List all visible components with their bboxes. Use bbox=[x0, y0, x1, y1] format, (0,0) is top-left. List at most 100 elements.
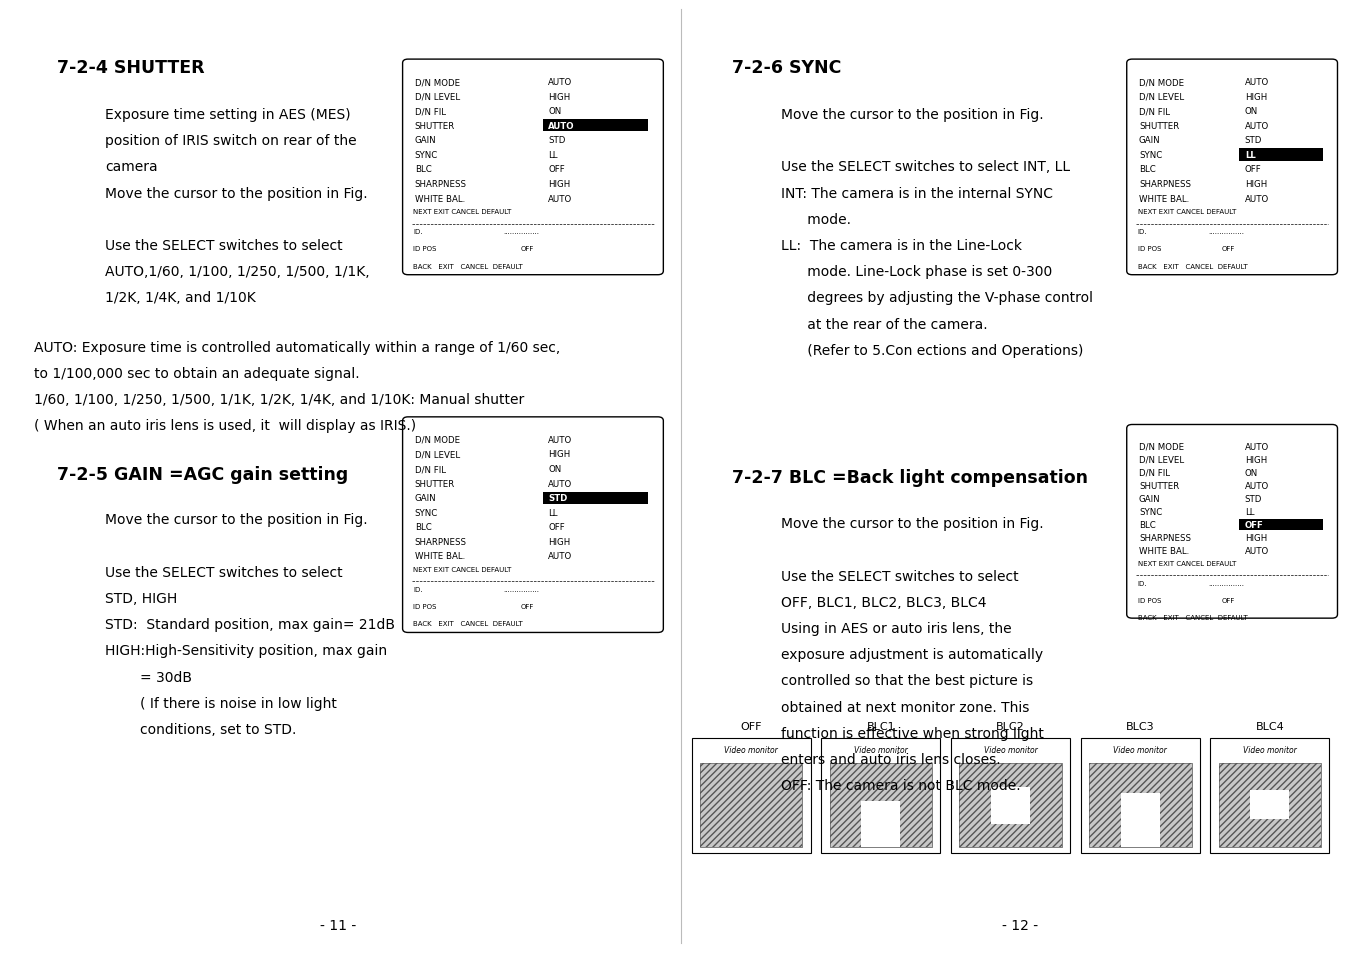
Text: = 30dB: = 30dB bbox=[105, 670, 192, 684]
Bar bbox=[1081, 739, 1200, 853]
Text: NEXT EXIT CANCEL DEFAULT: NEXT EXIT CANCEL DEFAULT bbox=[1138, 209, 1236, 215]
Bar bbox=[830, 763, 932, 847]
Text: ON: ON bbox=[549, 107, 562, 116]
Text: AUTO: AUTO bbox=[549, 78, 573, 87]
Text: STD: STD bbox=[1244, 136, 1262, 145]
Text: LL: LL bbox=[549, 151, 558, 160]
Text: Video monitor: Video monitor bbox=[724, 745, 778, 754]
Text: 7-2-6 SYNC: 7-2-6 SYNC bbox=[732, 59, 842, 77]
Text: OFF, BLC1, BLC2, BLC3, BLC4: OFF, BLC1, BLC2, BLC3, BLC4 bbox=[781, 595, 986, 609]
Bar bbox=[1251, 790, 1289, 820]
Bar bbox=[1219, 763, 1321, 847]
Text: HIGH:High-Sensitivity position, max gain: HIGH:High-Sensitivity position, max gain bbox=[105, 644, 388, 658]
Text: OFF: OFF bbox=[520, 246, 534, 253]
Text: 7-2-4 SHUTTER: 7-2-4 SHUTTER bbox=[57, 59, 204, 77]
Text: AUTO: AUTO bbox=[549, 479, 573, 488]
Text: HIGH: HIGH bbox=[1244, 534, 1267, 542]
Text: D/N MODE: D/N MODE bbox=[415, 436, 459, 444]
Text: INT: The camera is in the internal SYNC: INT: The camera is in the internal SYNC bbox=[781, 186, 1052, 200]
Text: Video monitor: Video monitor bbox=[1113, 745, 1167, 754]
Text: D/N FIL: D/N FIL bbox=[1139, 468, 1170, 477]
Text: ON: ON bbox=[549, 464, 562, 474]
Text: BLC: BLC bbox=[1139, 520, 1155, 529]
Text: BLC: BLC bbox=[415, 522, 431, 532]
Text: AUTO: AUTO bbox=[549, 194, 573, 203]
Text: D/N LEVEL: D/N LEVEL bbox=[1139, 456, 1183, 464]
Text: LL: LL bbox=[1244, 151, 1255, 160]
Text: Exposure time setting in AES (MES): Exposure time setting in AES (MES) bbox=[105, 108, 351, 122]
Text: BLC: BLC bbox=[415, 165, 431, 174]
Bar bbox=[692, 739, 811, 853]
Text: D/N LEVEL: D/N LEVEL bbox=[1139, 92, 1183, 102]
Text: BLC2: BLC2 bbox=[996, 721, 1025, 731]
Text: obtained at next monitor zone. This: obtained at next monitor zone. This bbox=[781, 700, 1029, 714]
Bar bbox=[1089, 763, 1192, 847]
Text: SHARPNESS: SHARPNESS bbox=[1139, 180, 1190, 189]
Bar bbox=[830, 763, 932, 847]
Text: SHARPNESS: SHARPNESS bbox=[415, 537, 466, 546]
Text: GAIN: GAIN bbox=[1139, 495, 1161, 503]
Text: D/N MODE: D/N MODE bbox=[1139, 442, 1183, 452]
Text: D/N FIL: D/N FIL bbox=[415, 107, 446, 116]
Text: AUTO: AUTO bbox=[1244, 122, 1269, 131]
Text: SHUTTER: SHUTTER bbox=[1139, 481, 1179, 490]
Text: BACK   EXIT   CANCEL  DEFAULT: BACK EXIT CANCEL DEFAULT bbox=[1138, 615, 1247, 620]
Text: mode. Line-Lock phase is set 0-300: mode. Line-Lock phase is set 0-300 bbox=[781, 265, 1052, 279]
FancyBboxPatch shape bbox=[403, 60, 663, 275]
Text: SHUTTER: SHUTTER bbox=[1139, 122, 1179, 131]
Text: AUTO: AUTO bbox=[1244, 78, 1269, 87]
Text: SHARPNESS: SHARPNESS bbox=[415, 180, 466, 189]
Text: ID POS: ID POS bbox=[413, 246, 436, 253]
Text: D/N FIL: D/N FIL bbox=[415, 464, 446, 474]
Text: NEXT EXIT CANCEL DEFAULT: NEXT EXIT CANCEL DEFAULT bbox=[413, 209, 512, 215]
Text: SHARPNESS: SHARPNESS bbox=[1139, 534, 1190, 542]
Bar bbox=[951, 739, 1070, 853]
Text: (Refer to 5.Con ections and Operations): (Refer to 5.Con ections and Operations) bbox=[781, 343, 1084, 357]
Text: ID POS: ID POS bbox=[1138, 246, 1161, 253]
Text: GAIN: GAIN bbox=[415, 494, 436, 502]
Text: OFF: OFF bbox=[1244, 165, 1262, 174]
Text: - 12 -: - 12 - bbox=[1002, 918, 1038, 932]
Text: HIGH: HIGH bbox=[1244, 92, 1267, 102]
Bar bbox=[1219, 763, 1321, 847]
Text: HIGH: HIGH bbox=[549, 537, 570, 546]
Text: Use the SELECT switches to select: Use the SELECT switches to select bbox=[105, 565, 343, 579]
Text: LL: LL bbox=[549, 508, 558, 517]
Text: ID.: ID. bbox=[1138, 229, 1147, 235]
Text: Use the SELECT switches to select INT, LL: Use the SELECT switches to select INT, L… bbox=[781, 160, 1070, 174]
Text: AUTO: AUTO bbox=[1244, 194, 1269, 203]
Text: NEXT EXIT CANCEL DEFAULT: NEXT EXIT CANCEL DEFAULT bbox=[413, 566, 512, 573]
Text: D/N MODE: D/N MODE bbox=[1139, 78, 1183, 87]
Text: SYNC: SYNC bbox=[415, 151, 438, 160]
Text: OFF: OFF bbox=[740, 721, 762, 731]
FancyBboxPatch shape bbox=[1127, 425, 1337, 618]
Bar bbox=[1210, 739, 1329, 853]
Text: SHUTTER: SHUTTER bbox=[415, 479, 455, 488]
Text: SYNC: SYNC bbox=[415, 508, 438, 517]
Text: SHUTTER: SHUTTER bbox=[415, 122, 455, 131]
Text: Video monitor: Video monitor bbox=[854, 745, 908, 754]
Text: STD: STD bbox=[549, 494, 567, 502]
Text: LL: LL bbox=[1244, 507, 1254, 517]
Text: OFF: OFF bbox=[1223, 598, 1236, 603]
Text: Move the cursor to the position in Fig.: Move the cursor to the position in Fig. bbox=[781, 108, 1043, 122]
Text: BLC: BLC bbox=[1139, 165, 1155, 174]
Text: degrees by adjusting the V-phase control: degrees by adjusting the V-phase control bbox=[781, 291, 1093, 305]
FancyBboxPatch shape bbox=[403, 417, 663, 633]
Bar bbox=[992, 787, 1029, 824]
Bar bbox=[959, 763, 1062, 847]
Text: D/N MODE: D/N MODE bbox=[415, 78, 459, 87]
Text: AUTO: AUTO bbox=[1244, 481, 1269, 490]
Text: WHITE BAL.: WHITE BAL. bbox=[1139, 194, 1189, 203]
Text: WHITE BAL.: WHITE BAL. bbox=[415, 194, 465, 203]
Text: function is effective when strong light: function is effective when strong light bbox=[781, 726, 1044, 740]
Text: AUTO,1/60, 1/100, 1/250, 1/500, 1/1K,: AUTO,1/60, 1/100, 1/250, 1/500, 1/1K, bbox=[105, 265, 370, 279]
Text: AUTO: AUTO bbox=[1244, 442, 1269, 452]
Text: WHITE BAL.: WHITE BAL. bbox=[415, 552, 465, 560]
Text: NEXT EXIT CANCEL DEFAULT: NEXT EXIT CANCEL DEFAULT bbox=[1138, 560, 1236, 566]
Text: D/N FIL: D/N FIL bbox=[1139, 107, 1170, 116]
Text: enters and auto iris lens closes.: enters and auto iris lens closes. bbox=[781, 753, 1001, 766]
Text: STD: STD bbox=[549, 136, 566, 145]
Bar bbox=[1239, 519, 1324, 530]
Text: AUTO: AUTO bbox=[1244, 546, 1269, 556]
